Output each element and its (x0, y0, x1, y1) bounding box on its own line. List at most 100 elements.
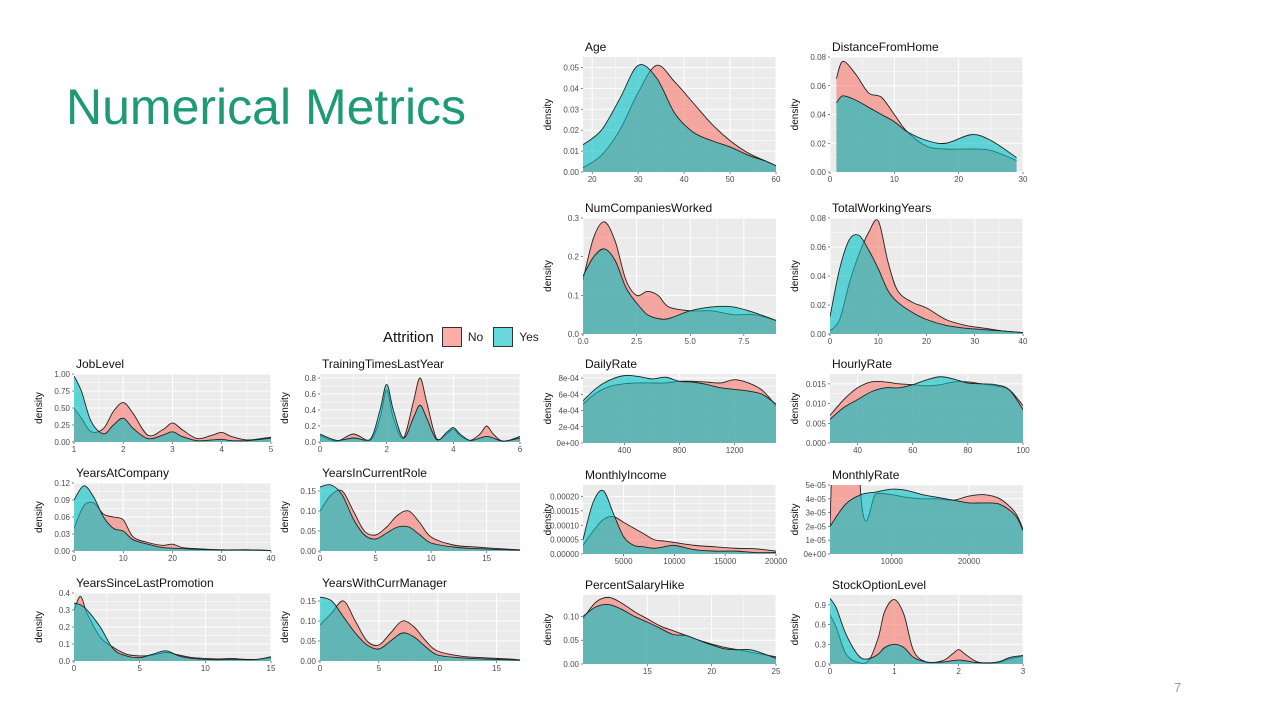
y-tick-label: 0.05 (300, 527, 316, 536)
density-plot-monthly-income: 5000 10000 15000 20000 0.00000 0.00005 0.00010… (543, 468, 788, 566)
y-tick-label: 0.00 (563, 660, 579, 669)
y-tick-label: 0.09 (54, 496, 70, 505)
x-tick-label: 400 (618, 446, 632, 455)
x-tick-label: 20 (168, 554, 177, 563)
x-tick-label: 15 (267, 664, 276, 673)
y-tick-label: 0.75 (54, 387, 70, 396)
y-tick-label: 0.04 (810, 111, 826, 120)
density-area-yes (74, 376, 271, 442)
page-number: 7 (1174, 680, 1182, 695)
y-tick-label: 4e-04 (559, 407, 580, 416)
density-area-no (830, 599, 1023, 664)
density-line-yes (583, 374, 776, 405)
y-axis-label: density (790, 260, 801, 292)
x-tick-label: 2 (956, 667, 961, 676)
x-tick-label: 60 (908, 446, 917, 455)
y-tick-label: 0.12 (54, 479, 70, 488)
density-line-yes (583, 64, 776, 167)
y-tick-label: 6e-04 (559, 390, 580, 399)
x-tick-label: 40 (1019, 337, 1028, 346)
x-tick-label: 3 (1021, 667, 1026, 676)
x-tick-label: 800 (673, 446, 687, 455)
y-tick-label: 2e-04 (559, 423, 580, 432)
x-tick-label: 1 (72, 445, 77, 454)
y-tick-label: 0.04 (563, 84, 579, 93)
density-area-yes (583, 64, 776, 172)
y-tick-label: 0.00 (54, 547, 70, 556)
y-tick-label: 0.0 (568, 330, 580, 339)
x-tick-label: 0 (318, 445, 323, 454)
y-tick-label: 0.01 (563, 147, 579, 156)
x-tick-label: 30 (1019, 175, 1028, 184)
density-plot-num-companies-worked: 0.0 2.5 5.0 7.5 0.0 0.1 0.2 0.3 NumCompaniesWork… (543, 201, 776, 346)
y-tick-label: 0.15 (300, 487, 316, 496)
density-line-yes (74, 485, 271, 551)
density-area-yes (320, 484, 520, 551)
y-axis-label: density (543, 393, 554, 425)
y-tick-label: 5e-05 (806, 481, 827, 490)
density-area-yes (830, 598, 1023, 664)
y-tick-label: 0.08 (810, 214, 826, 223)
x-tick-label: 20 (707, 667, 716, 676)
y-tick-label: 0.9 (815, 601, 827, 610)
y-tick-label: 0.05 (300, 637, 316, 646)
density-line-yes (583, 248, 776, 321)
y-tick-label: 0.0 (815, 660, 827, 669)
x-tick-label: 5 (373, 554, 378, 563)
x-tick-label: 30 (970, 337, 979, 346)
density-line-yes (320, 484, 520, 551)
legend-key-no (441, 327, 462, 347)
density-line-yes (830, 234, 1023, 333)
density-area-yes (74, 603, 271, 661)
x-tick-label: 4 (451, 445, 456, 454)
y-tick-label: 0.3 (568, 214, 580, 223)
y-tick-label: 1.00 (54, 370, 70, 379)
y-tick-label: 0.010 (806, 400, 827, 409)
x-tick-label: 20 (922, 337, 931, 346)
y-tick-label: 0.000 (806, 439, 827, 448)
density-line-yes (830, 598, 1023, 664)
y-tick-label: 0.06 (810, 82, 826, 91)
density-plot-years-in-current-role: 0 5 10 15 0.00 0.05 0.10 0.15 YearsInCurrentRole… (280, 466, 520, 563)
y-tick-label: 0.08 (810, 53, 826, 62)
x-tick-label: 30 (634, 175, 643, 184)
density-plot-years-since-last-promotion: 0 5 10 15 0.0 0.1 0.2 0.3 0.4 YearsSinceLastPromo… (34, 576, 276, 673)
y-tick-label: 0.03 (563, 105, 579, 114)
x-tick-label: 2 (384, 445, 389, 454)
density-line-yes (583, 603, 776, 659)
y-tick-label: 0.015 (806, 380, 827, 389)
y-tick-label: 0e+00 (804, 550, 827, 559)
plot-title: TrainingTimesLastYear (322, 357, 444, 371)
x-tick-label: 80 (963, 446, 972, 455)
x-tick-label: 15 (492, 664, 501, 673)
x-tick-label: 10 (874, 337, 883, 346)
y-axis-label: density (543, 504, 554, 536)
plot-title: JobLevel (76, 357, 124, 371)
y-axis-label: density (34, 611, 45, 643)
x-tick-label: 5.0 (685, 337, 697, 346)
x-tick-label: 60 (772, 175, 781, 184)
y-tick-label: 0.6 (305, 390, 317, 399)
density-plot-daily-rate: 400 800 1200 0e+00 2e-04 4e-04 6e-04 8e-04 Daily… (543, 357, 776, 455)
density-plot-percent-salary-hike: 15 20 25 0.00 0.05 0.10 PercentSalaryHike densi… (543, 578, 781, 676)
y-tick-label: 0.2 (568, 253, 580, 262)
y-tick-label: 0.6 (815, 621, 827, 630)
y-tick-label: 0.50 (54, 404, 70, 413)
density-plot-total-working-years: 0 10 20 30 40 0.00 0.02 0.04 0.06 0.08 TotalWorkin… (790, 201, 1028, 346)
y-tick-label: 0.2 (59, 623, 71, 632)
x-tick-label: 2.5 (631, 337, 643, 346)
x-tick-label: 10 (201, 664, 210, 673)
x-tick-label: 5000 (615, 557, 633, 566)
y-tick-label: 0.8 (305, 374, 317, 383)
density-line-yes (583, 489, 776, 554)
legend-key-yes (493, 327, 514, 347)
x-tick-label: 20 (954, 175, 963, 184)
density-line-yes (320, 596, 520, 661)
y-tick-label: 0.15 (300, 597, 316, 606)
x-tick-label: 100 (1016, 446, 1030, 455)
density-line-yes (836, 95, 1017, 159)
y-axis-label: density (34, 501, 45, 533)
plot-title: YearsInCurrentRole (322, 466, 427, 480)
x-tick-label: 25 (772, 667, 781, 676)
